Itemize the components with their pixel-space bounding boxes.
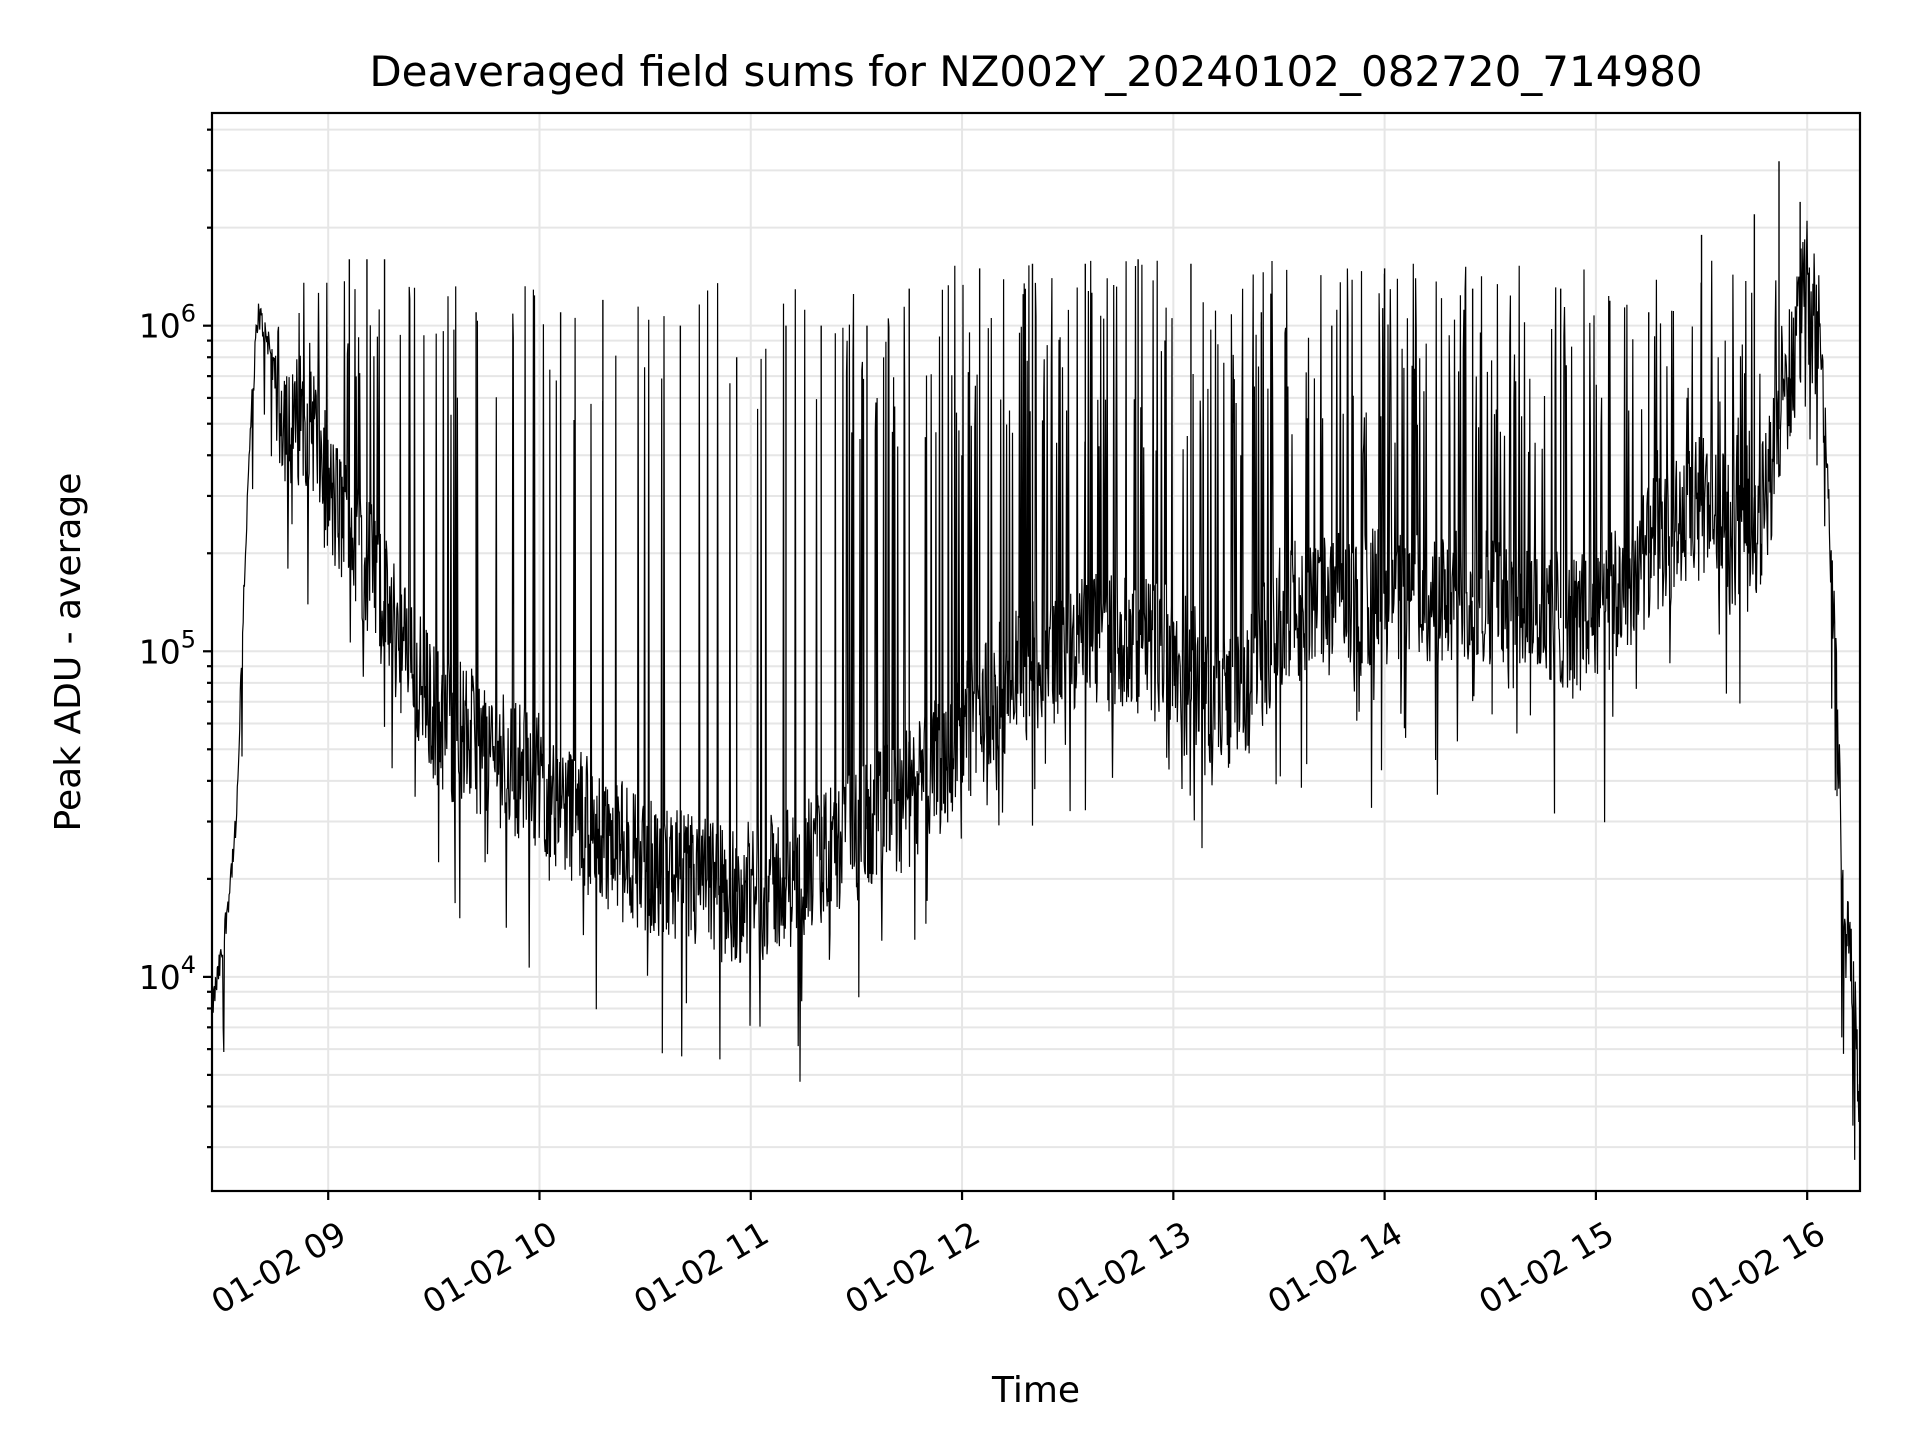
x-tick-label: 01-02 12 [838,1214,986,1322]
y-tick-label: 105 [139,625,196,671]
x-tick-label: 01-02 09 [205,1214,353,1322]
chart-title: Deaveraged field sums for NZ002Y_2024010… [369,47,1702,96]
x-axis-label: Time [991,1370,1080,1411]
y-tick-label: 104 [139,951,196,997]
x-tick-label: 01-02 13 [1050,1214,1198,1322]
y-axis-label: Peak ADU - average [48,473,89,832]
x-tick-label: 01-02 14 [1261,1214,1409,1322]
x-tick-label: 01-02 10 [416,1214,564,1322]
x-axis: 01-02 09 01-02 10 01-02 11 01-02 12 01-02 13… [205,1191,1832,1322]
x-tick-label: 01-02 11 [627,1214,775,1322]
series-line [211,220,1861,1160]
plot-area [211,161,1861,1160]
y-tick-label: 106 [139,300,196,346]
x-tick-label: 01-02 15 [1472,1214,1620,1322]
x-tick-label: 01-02 16 [1684,1214,1832,1322]
y-axis: 104 105 106 [139,128,212,1149]
